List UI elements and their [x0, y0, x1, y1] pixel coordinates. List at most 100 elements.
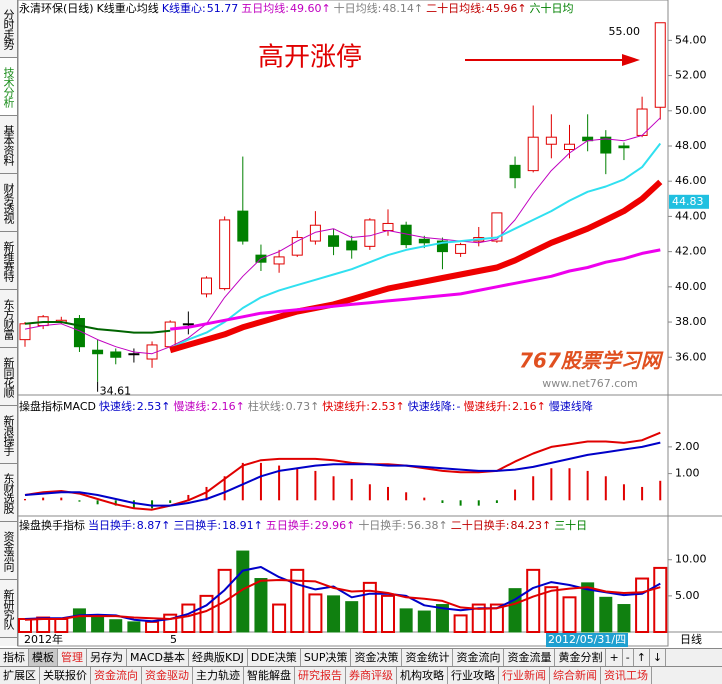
toolbar-button[interactable]: 资金决策 [351, 649, 403, 666]
candle-body [527, 136, 539, 172]
legend-name: 快速线升: [322, 400, 371, 413]
legend-value: 29.96↑ [314, 519, 356, 532]
turnover-bar [635, 577, 650, 634]
y-tick-label: 40.00 [675, 280, 707, 293]
legend-name: K线重心: [161, 2, 206, 15]
toolbar-button[interactable]: 模板 [29, 649, 58, 666]
turnover-bar [653, 566, 668, 633]
legend-value: 2.16↑ [211, 400, 245, 413]
x-tick-label: 5 [170, 633, 177, 646]
turnover-header: 操盘换手指标 当日换手:8.87↑ 三日换手:18.91↑ 五日换手:29.96↑ 十日… [19, 518, 667, 533]
toolbar-button[interactable]: - [623, 649, 634, 666]
bottom-tab[interactable]: 机构攻略 [397, 667, 448, 684]
legend-name: 二十日均线: [426, 2, 485, 15]
toolbar-button[interactable]: ↓ [650, 649, 667, 666]
turnover-bar [236, 550, 250, 633]
side-tab[interactable]: 基本资料 [0, 116, 17, 174]
turnover-bar [581, 582, 595, 633]
legend-value: 48.14↑ [382, 2, 424, 15]
candle-body [455, 244, 467, 254]
turnover-bar [145, 620, 160, 634]
bottom-tab[interactable]: 资金流向 [91, 667, 142, 684]
watermark-url: www.net767.com [542, 377, 638, 390]
side-tab[interactable]: 东方财富 [0, 290, 17, 348]
toolbar-button[interactable]: 资金统计 [402, 649, 454, 666]
candle-body [237, 210, 249, 242]
panel-title: 操盘换手指标 [19, 519, 85, 532]
turnover-bar [617, 604, 631, 633]
side-tab[interactable]: 东财选股 [0, 464, 17, 522]
series-line [24, 441, 661, 507]
candle-body [273, 256, 285, 265]
series-line [24, 321, 171, 334]
turnover-bar [72, 608, 86, 633]
bottom-tab[interactable]: 智能解盘 [244, 667, 295, 684]
bottom-tab[interactable]: 综合新闻 [550, 667, 601, 684]
legend-value: - [456, 400, 461, 413]
y-tick-label: 48.00 [675, 139, 707, 152]
side-tab[interactable]: 资金流向 [0, 522, 17, 580]
legend-name: 十日均线: [333, 2, 382, 15]
y-tick-label: 38.00 [675, 315, 707, 328]
legend-value: 2.16↑ [512, 400, 546, 413]
candle-body [564, 143, 575, 151]
side-tab[interactable]: 分时走势 [0, 0, 17, 58]
legend-name: 慢速线降 [548, 400, 593, 413]
turnover-bar [599, 596, 613, 633]
bottom-tab[interactable]: 扩展区 [0, 667, 40, 684]
side-tab[interactable]: 新研究队 [0, 580, 17, 638]
series-line [24, 566, 661, 623]
cursor-label: 2012/05/31/四 [546, 633, 629, 647]
side-tab[interactable]: 技术分析 [0, 58, 17, 116]
candle-body [491, 212, 503, 242]
toolbar-button[interactable]: 另存为 [87, 649, 127, 666]
bottom-tab[interactable]: 资讯工场 [601, 667, 652, 684]
series-line [170, 248, 661, 331]
bottom-tab[interactable]: 券商评级 [346, 667, 397, 684]
y-tick-label: 5.00 [675, 589, 700, 602]
turnover-bar [127, 621, 141, 633]
bottom-tab[interactable]: 行业新闻 [499, 667, 550, 684]
toolbar-button[interactable]: 资金流量 [504, 649, 556, 666]
toolbar-button[interactable]: 黄金分割 [555, 649, 607, 666]
toolbar-button[interactable]: DDE决策 [248, 649, 301, 666]
toolbar-button[interactable]: ↑ [634, 649, 650, 666]
turnover-bar [272, 603, 287, 634]
turnover-bar [399, 608, 413, 633]
bottom-tab[interactable]: 关联报价 [40, 667, 91, 684]
legend-value: 2.53↑ [371, 400, 405, 413]
turnover-bar [290, 568, 305, 633]
legend-name: 当日换手: [88, 519, 136, 532]
bottom-tab[interactable]: 研究报告 [295, 667, 346, 684]
candle-body [110, 351, 122, 358]
toolbar-button[interactable]: 资金流向 [453, 649, 505, 666]
side-tab[interactable]: 新同花顺 [0, 348, 17, 406]
bottom-tab[interactable]: 行业攻略 [448, 667, 499, 684]
last-price-label: 44.83 [672, 195, 704, 208]
toolbar-button[interactable]: 指标 [0, 649, 29, 666]
side-tab[interactable]: 财务透视 [0, 174, 17, 232]
bottom-tab[interactable]: 资金驱动 [142, 667, 193, 684]
bottom-tab[interactable]: 主力轨迹 [193, 667, 244, 684]
legend-name: 慢速线升: [463, 400, 512, 413]
candle-body [328, 235, 340, 247]
timeframe[interactable]: 日线 [680, 633, 702, 646]
series-line [24, 431, 661, 511]
turnover-bar [381, 594, 395, 633]
candle-body [291, 237, 303, 256]
candle-body [654, 22, 666, 108]
legend-name: 三十日 [554, 519, 588, 532]
turnover-bar [109, 619, 123, 633]
toolbar-button[interactable]: + [606, 649, 623, 666]
toolbar-button[interactable]: MACD基本 [127, 649, 189, 666]
bottom-tabs: 扩展区 关联报价 资金流向 资金驱动 主力轨迹 智能解盘 研究报告 券商评级 机构攻略 行业攻略行… [0, 666, 722, 684]
legend-name: 快速线降: [407, 400, 456, 413]
candle-body [19, 323, 31, 341]
toolbar-button[interactable]: SUP决策 [301, 649, 352, 666]
toolbar-button[interactable]: 经典版KDJ [189, 649, 248, 666]
toolbar-button[interactable]: 管理 [58, 649, 87, 666]
legend-value: 56.38↑ [407, 519, 448, 532]
legend-name: 二十日换手: [450, 519, 510, 532]
side-tab[interactable]: 新维赛特 [0, 232, 17, 290]
side-tab[interactable]: 新浪操手 [0, 406, 17, 464]
